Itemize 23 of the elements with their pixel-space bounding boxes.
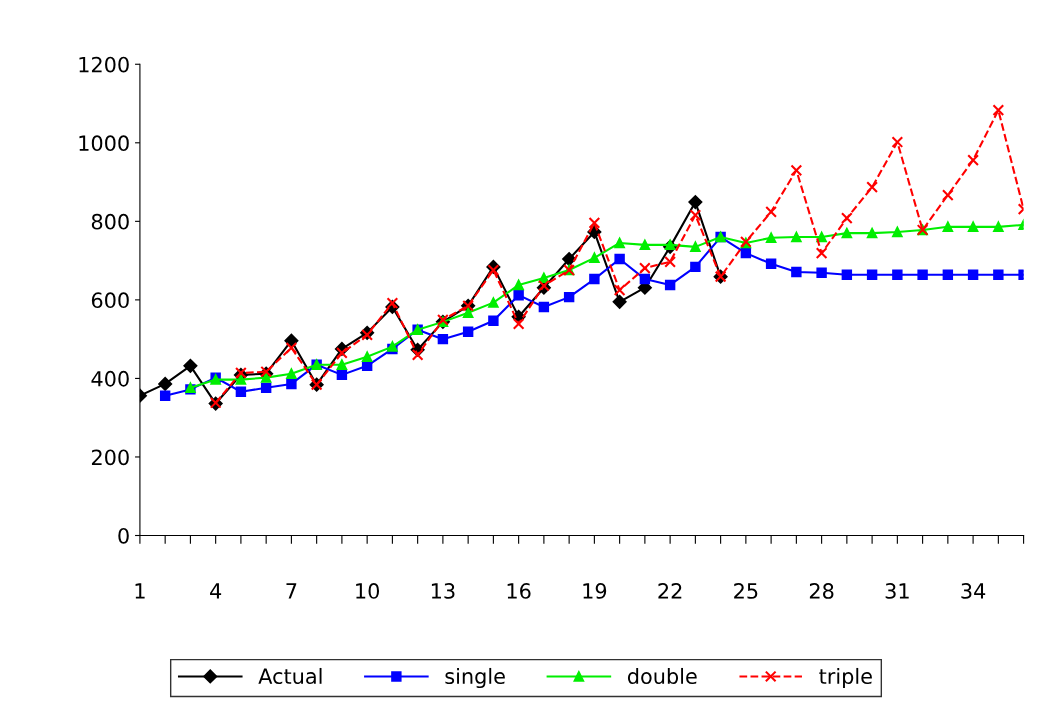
y-tick-label: 400 — [91, 370, 129, 387]
x-tick-label: 28 — [809, 583, 834, 599]
x-tick-label: 10 — [356, 583, 380, 599]
legend-label: triple — [819, 667, 872, 689]
y-tick-label: 800 — [91, 213, 129, 230]
x-tick-label: 34 — [961, 583, 986, 599]
x-tick-label: 7 — [286, 583, 297, 599]
legend-label: Actual — [258, 667, 322, 685]
x-tick-label: 13 — [431, 583, 455, 599]
x-tick-label: 31 — [885, 583, 909, 599]
x-tick-label: 19 — [583, 583, 607, 599]
x-tick-label: 22 — [658, 583, 682, 599]
y-tick-label: 200 — [91, 449, 129, 466]
x-tick-label: 4 — [210, 583, 222, 599]
y-tick-label: 1000 — [79, 135, 129, 152]
x-tick-label: 25 — [734, 583, 758, 599]
x-tick-label: 1 — [135, 583, 145, 599]
legend-label: double — [627, 667, 697, 685]
x-tick-label: 16 — [507, 583, 531, 599]
y-tick-label: 600 — [91, 292, 129, 309]
y-tick-label: 0 — [118, 527, 129, 544]
legend-label: single — [445, 667, 505, 689]
y-tick-label: 1200 — [79, 56, 129, 73]
